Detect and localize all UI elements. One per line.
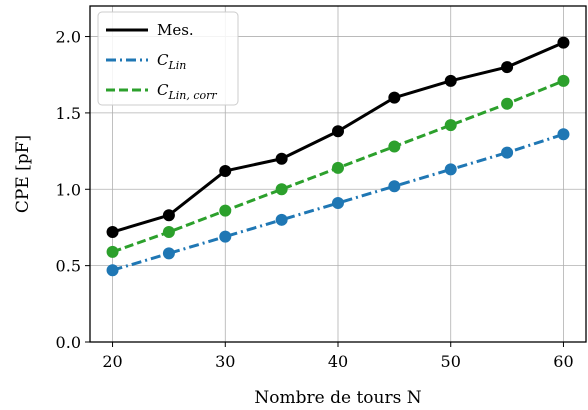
data-point [444,163,457,176]
x-tick-label: 30 [215,352,235,371]
data-point [162,226,175,239]
data-point [162,247,175,260]
data-point [501,146,514,159]
data-point [501,97,514,110]
legend-entry-base: C [157,81,169,99]
legend-entry: CLin [157,51,186,72]
data-point [388,140,401,153]
legend-entry-subscript: Lin, corr [167,89,217,102]
ticks: 20 30 40 50 60 0.0 0.5 1.0 1.5 2.0 [56,28,574,371]
legend-entry-base: C [157,51,169,69]
data-point [557,128,570,141]
data-point [106,264,119,277]
series-0 [106,36,570,239]
x-tick-label: 60 [553,352,573,371]
data-point [219,164,232,177]
y-tick-label: 2.0 [56,28,81,47]
data-point [106,245,119,258]
y-tick-label: 1.5 [56,104,81,123]
legend-entry: Mes. [157,21,194,39]
data-point [106,226,119,239]
data-point [275,152,288,165]
data-point [501,61,514,74]
data-point [444,74,457,87]
y-tick-label: 0.0 [56,333,81,352]
x-tick-label: 20 [102,352,122,371]
x-tick-label: 50 [441,352,461,371]
series-2 [106,74,570,258]
data-point [275,213,288,226]
data-point [332,197,344,210]
data-point [444,119,457,132]
y-tick-label: 1.0 [56,180,81,199]
data-point [162,209,175,222]
data-point [219,230,232,243]
data-point [388,180,401,193]
data-point [332,125,344,138]
legend-entry-subscript: Lin [167,59,186,72]
y-tick-label: 0.5 [56,257,81,276]
x-axis-label: Nombre de tours N [254,388,421,408]
data-point [219,204,232,217]
legend-entry: CLin, corr [157,81,217,102]
series-layer [106,36,570,277]
legend-box [97,11,239,106]
data-point [388,91,401,104]
data-point [275,183,288,196]
data-point [557,36,570,49]
data-point [557,74,570,87]
y-axis-label: CPE [pF] [13,135,33,213]
data-point [332,161,344,174]
legend-entry-name: Mes. [157,21,194,39]
x-tick-label: 40 [328,352,348,371]
series-1 [106,128,570,277]
